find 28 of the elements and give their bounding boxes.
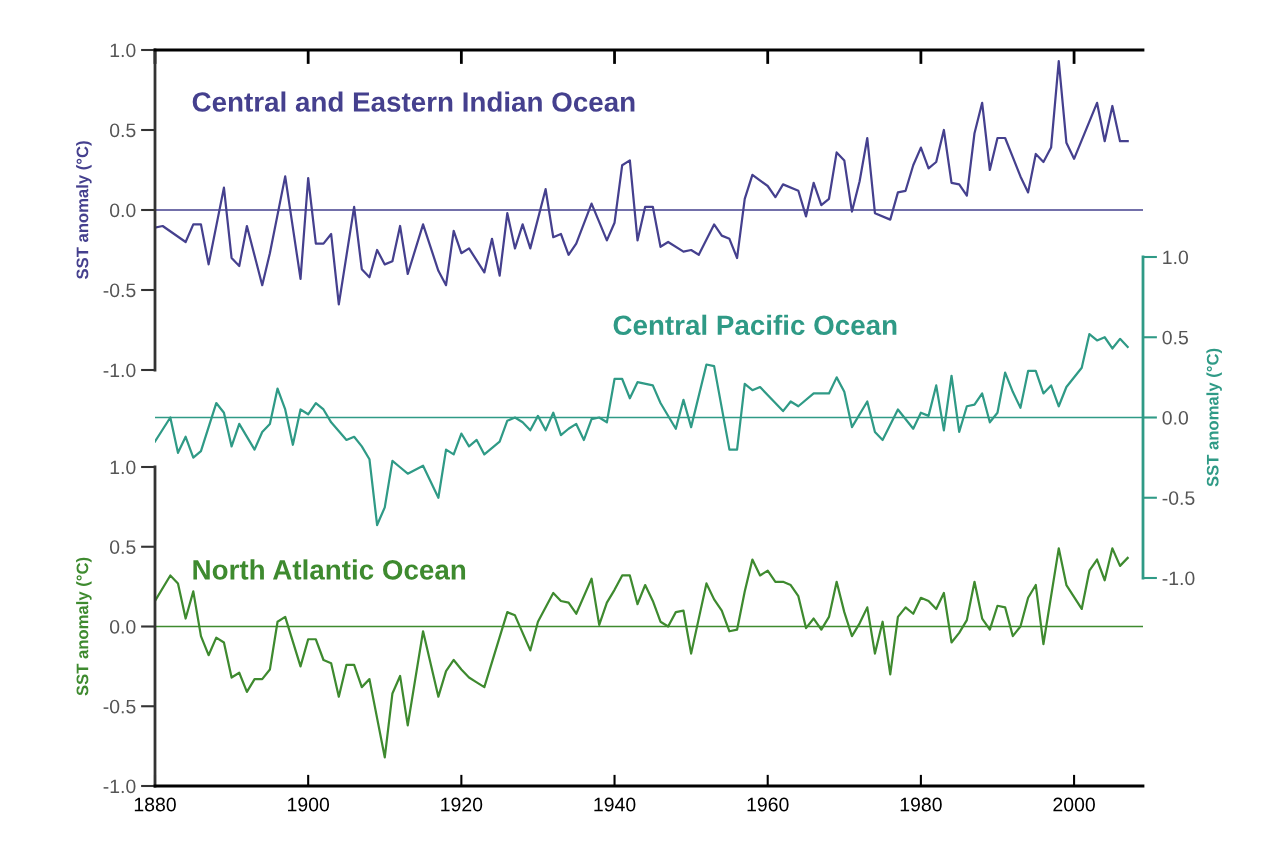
y-tick-label: -0.5 (103, 283, 136, 298)
x-tick-label: 1920 (441, 797, 483, 812)
x-tick-label: 1940 (594, 797, 636, 812)
y2-tick-label: -1.0 (1162, 571, 1195, 586)
y-tick-label: -0.5 (103, 699, 136, 714)
y2-tick-label: 1.0 (1163, 250, 1189, 265)
y2-axis-title: SST anomaly (°C) (1206, 348, 1222, 487)
y-axis-title: SST anomaly (°C) (76, 557, 92, 696)
y2-tick-label: 0.5 (1162, 330, 1188, 345)
y-tick-label: 0.5 (109, 123, 136, 138)
series-label: Central Pacific Ocean (613, 314, 897, 336)
x-tick-label: 1960 (747, 797, 789, 812)
x-tick-label: 2000 (1053, 797, 1095, 812)
x-tick-label: 1900 (288, 797, 330, 812)
y-tick-label: 1.0 (110, 43, 136, 58)
y-axis-title: SST anomaly (°C) (76, 141, 92, 280)
y-tick-label: -1.0 (103, 779, 136, 794)
series-label: North Atlantic Ocean (193, 559, 466, 580)
series-label: Central and Eastern Indian Ocean (192, 91, 635, 112)
y-tick-label: -1.0 (103, 363, 136, 378)
x-tick-label: 1880 (134, 797, 176, 812)
x-tick-label: 1980 (900, 797, 942, 812)
y2-tick-label: 0.0 (1162, 410, 1189, 425)
y2-tick-label: -0.5 (1162, 491, 1195, 505)
y-tick-label: 0.5 (109, 540, 136, 554)
y-tick-label: 0.0 (109, 203, 136, 218)
y-tick-label: 0.0 (109, 619, 136, 634)
y-tick-label: 1.0 (110, 460, 136, 475)
